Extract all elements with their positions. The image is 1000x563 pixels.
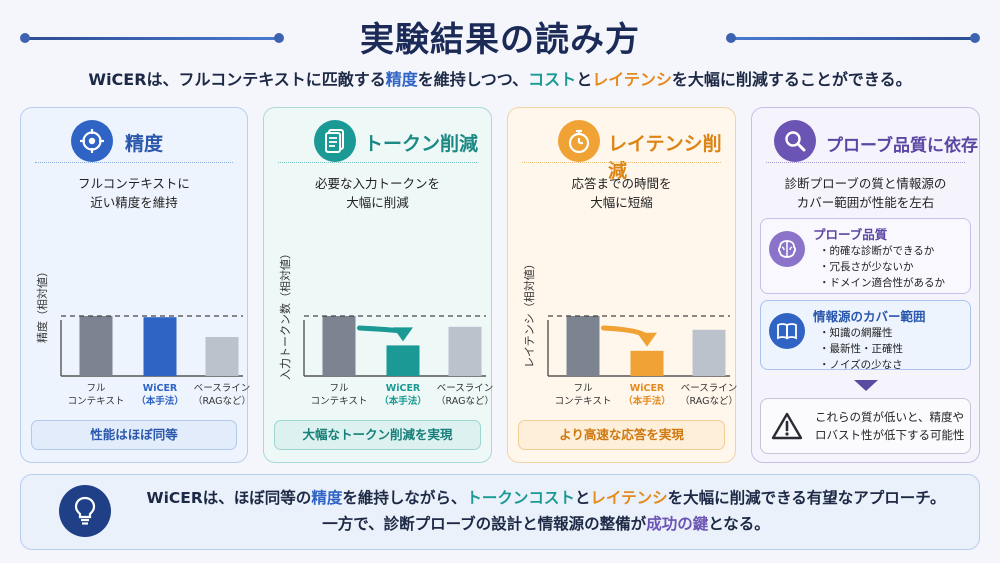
bar	[692, 329, 726, 376]
reduction-arrowhead	[637, 332, 657, 347]
stopwatch-icon	[558, 120, 600, 162]
x-tick-label: ベースライン （RAGなど）	[436, 383, 494, 407]
divider	[278, 162, 477, 163]
card-probe-quality: プローブ品質に依存 診断プローブの質と情報源の カバー範囲が性能を左右 プローブ品…	[751, 107, 980, 463]
card-description: 診断プローブの質と情報源の カバー範囲が性能を左右	[784, 176, 947, 210]
card-description: 応答までの時間を 大幅に短縮	[571, 176, 672, 210]
card-title: 精度	[125, 133, 164, 155]
down-arrow-icon	[854, 380, 878, 391]
bar	[566, 316, 600, 376]
summary-pill: より高速な応答を実現	[518, 420, 725, 450]
token-chart-svg	[303, 315, 486, 377]
summary-pill: 大幅なトークン削減を実現	[274, 420, 481, 450]
title-divider-right	[728, 37, 978, 40]
bar	[322, 316, 356, 376]
x-tick-label: WiCER （本手法）	[623, 383, 671, 407]
bar	[205, 337, 239, 376]
title-dot	[274, 33, 284, 43]
divider	[35, 162, 233, 163]
warning-icon	[771, 411, 803, 445]
list-item: 冗長さが少ないか	[819, 259, 945, 275]
source-coverage-box: 情報源のカバー範囲 知識の網羅性 最新性・正確性 ノイズの少なさ	[760, 300, 971, 373]
probe-quality-box: プローブ品質 的確な診断ができるか 冗長さが少ないか ドメイン適合性があるか	[760, 218, 971, 294]
lightbulb-icon	[59, 485, 111, 537]
summary-text: WiCERは、ほぼ同等の精度を維持しながら、トークンコストとレイテンシを大幅に削…	[131, 485, 961, 537]
latency-chart: レイテンシ（相対値） フル コンテキスト WiCER （本手法） ベースライン （RA…	[508, 208, 738, 418]
list-item: 最新性・正確性	[819, 341, 904, 357]
bar	[630, 350, 664, 376]
divider	[522, 162, 721, 163]
x-tick-label: フル コンテキスト	[554, 383, 612, 407]
reduction-arrowhead	[393, 327, 413, 342]
title-dot	[970, 33, 980, 43]
divider	[766, 162, 965, 163]
source-coverage-title: 情報源のカバー範囲	[813, 309, 926, 324]
card-description: 必要な入力トークンを 大幅に削減	[314, 176, 440, 210]
book-icon	[769, 313, 805, 349]
probe-quality-title: プローブ品質	[813, 227, 888, 242]
token-chart: 入力トークン数（相対値） フル コンテキスト WiCER （本手法） ベースライン（…	[264, 208, 494, 418]
latency-chart-svg	[547, 315, 730, 377]
card-accuracy: 精度 フルコンテキストに 近い精度を維持 精度（相対値） フル コンテキスト WiC…	[20, 107, 251, 463]
card-title: レイテンシ削減	[608, 133, 722, 182]
list-item: ノイズの少なさ	[819, 357, 903, 373]
title-dot	[726, 33, 736, 43]
list-item: 知識の網羅性	[819, 325, 903, 341]
warning-box: これらの質が低いと、精度や ロバスト性が低下する可能性	[760, 398, 971, 454]
source-coverage-list: 知識の網羅性 最新性・正確性 ノイズの少なさ	[819, 325, 904, 373]
target-icon	[71, 120, 113, 162]
bar	[386, 345, 420, 376]
x-tick-label: WiCER （本手法）	[379, 383, 427, 407]
x-tick-label: フル コンテキスト	[67, 383, 125, 407]
y-axis-label: 入力トークン数（相対値）	[279, 248, 292, 380]
summary-banner: WiCERは、ほぼ同等の精度を維持しながら、トークンコストとレイテンシを大幅に削…	[20, 474, 980, 550]
summary-pill: 性能はほぼ同等	[31, 420, 237, 450]
list-item: 的確な診断ができるか	[819, 243, 945, 259]
card-title: トークン削減	[364, 133, 479, 155]
y-axis-label: 精度（相対値）	[36, 266, 49, 343]
x-tick-label: WiCER （本手法）	[136, 383, 184, 407]
bar	[79, 316, 113, 376]
bar	[448, 326, 482, 376]
card-token-reduction: トークン削減 必要な入力トークンを 大幅に削減 入力トークン数（相対値） フル コン…	[263, 107, 494, 463]
accuracy-chart: 精度（相対値） フル コンテキスト WiCER （本手法） ベースライン （RAGなど…	[21, 208, 251, 418]
x-tick-label: ベースライン （RAGなど）	[193, 383, 251, 407]
card-description: フルコンテキストに 近い精度を維持	[78, 176, 190, 210]
page-subtitle: WiCERは、フルコンテキストに匹敵する精度を維持しつつ、コストとレイテンシを大…	[88, 70, 912, 89]
title-divider-left	[22, 37, 280, 40]
accuracy-chart-svg	[60, 315, 243, 377]
x-tick-label: ベースライン （RAGなど）	[680, 383, 738, 407]
title-row: 実験結果の読み方	[0, 8, 1000, 60]
card-latency-reduction: レイテンシ削減 応答までの時間を 大幅に短縮 レイテンシ（相対値） フル コンテキス…	[507, 107, 738, 463]
warning-text: これらの質が低いと、精度や ロバスト性が低下する可能性	[815, 410, 965, 442]
title-dot	[20, 33, 30, 43]
x-tick-label: フル コンテキスト	[310, 383, 368, 407]
probe-quality-list: 的確な診断ができるか 冗長さが少ないか ドメイン適合性があるか	[819, 243, 946, 291]
list-item: ドメイン適合性があるか	[819, 275, 946, 291]
y-axis-label: レイテンシ（相対値）	[523, 258, 536, 368]
card-title: プローブ品質に依存	[826, 136, 978, 156]
brain-icon	[769, 231, 805, 267]
bar	[143, 317, 177, 376]
page-title: 実験結果の読み方	[360, 20, 640, 60]
document-icon	[314, 120, 356, 162]
search-icon	[774, 120, 816, 162]
summary-line-2: 一方で、診断プローブの設計と情報源の整備が成功の鍵となる。	[322, 515, 770, 533]
summary-line-1: WiCERは、ほぼ同等の精度を維持しながら、トークンコストとレイテンシを大幅に削…	[146, 489, 946, 507]
